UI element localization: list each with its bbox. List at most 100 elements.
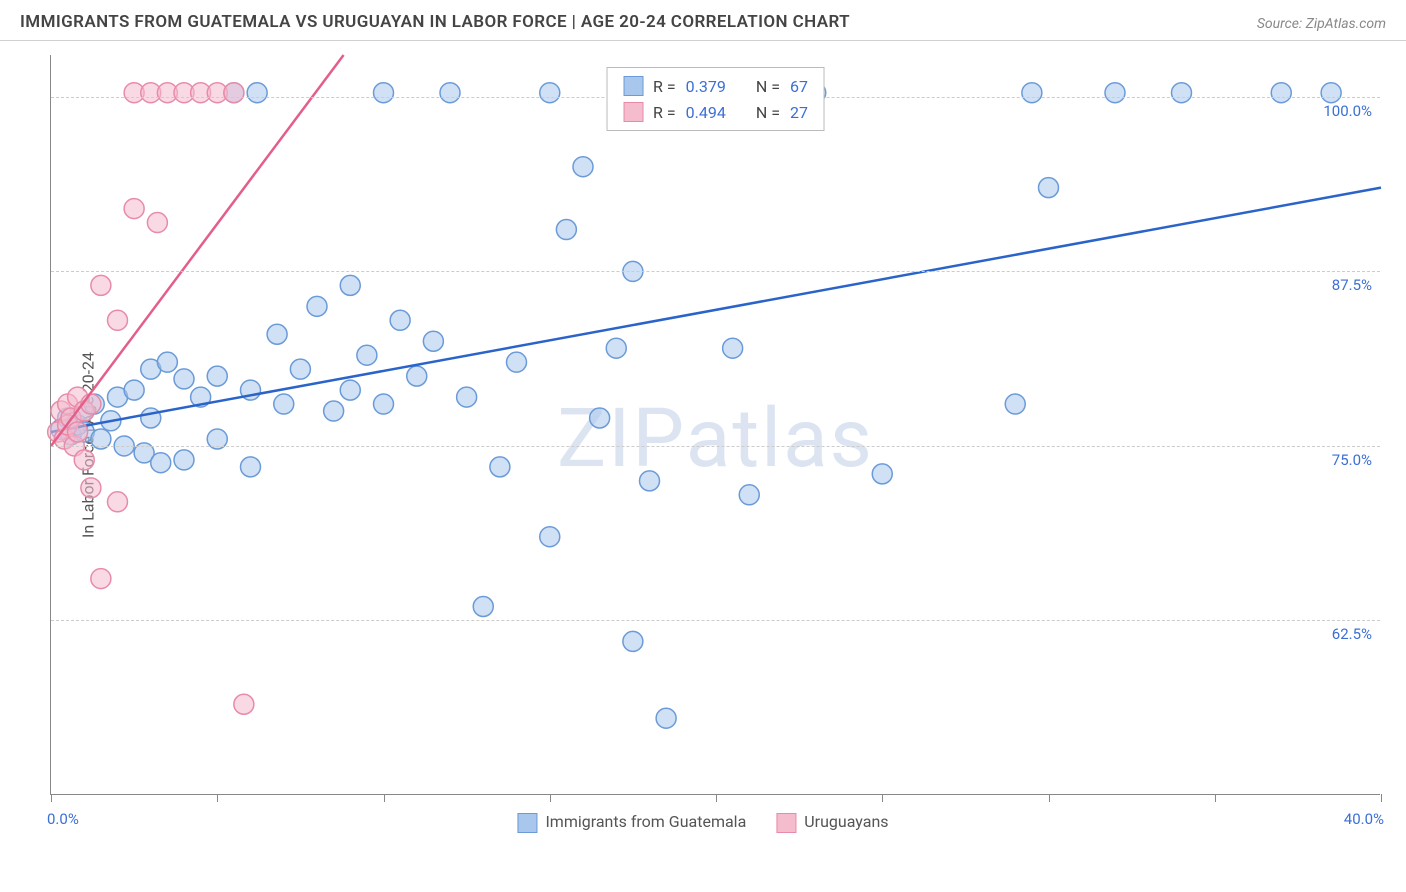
legend-stats-box: R =0.379N =67R =0.494N =27 (606, 67, 825, 131)
scatter-point (68, 422, 88, 442)
scatter-point (147, 213, 167, 233)
legend-stat-row: R =0.379N =67 (623, 73, 808, 99)
scatter-point (274, 394, 294, 414)
scatter-point (656, 708, 676, 728)
scatter-point (267, 324, 287, 344)
scatter-point (124, 199, 144, 219)
scatter-point (234, 694, 254, 714)
scatter-point (606, 338, 626, 358)
scatter-point (357, 345, 377, 365)
scatter-point (623, 631, 643, 651)
scatter-point (640, 471, 660, 491)
plot-area: ZIPatlas R =0.379N =67R =0.494N =27 0.0%… (50, 55, 1380, 795)
legend-series-bottom: Immigrants from Guatemala Uruguayans (517, 812, 888, 833)
scatter-point (247, 83, 267, 103)
scatter-point (324, 401, 344, 421)
scatter-point (440, 83, 460, 103)
scatter-point (1039, 178, 1059, 198)
scatter-point (1172, 83, 1192, 103)
x-tick (1049, 794, 1050, 802)
scatter-point (507, 352, 527, 372)
scatter-point (872, 464, 892, 484)
scatter-point (124, 380, 144, 400)
x-tick (716, 794, 717, 802)
y-tick-label: 75.0% (1332, 451, 1372, 469)
scatter-point (307, 296, 327, 316)
scatter-point (573, 157, 593, 177)
legend-stat-row: R = 0.494 N = 27 (623, 99, 808, 125)
y-tick-label: 100.0% (1323, 102, 1372, 120)
scatter-point (1321, 83, 1341, 103)
x-tick (550, 794, 551, 802)
x-tick (882, 794, 883, 802)
scatter-svg (51, 55, 1380, 794)
x-tick (1215, 794, 1216, 802)
legend-swatch (776, 813, 796, 833)
scatter-point (556, 220, 576, 240)
scatter-point (290, 359, 310, 379)
legend-swatch (623, 102, 643, 122)
legend-series-label: Immigrants from Guatemala (545, 812, 746, 831)
legend-r-label: R = (653, 103, 676, 122)
scatter-point (74, 450, 94, 470)
chart-title: IMMIGRANTS FROM GUATEMALA VS URUGUAYAN I… (20, 12, 850, 32)
scatter-point (174, 369, 194, 389)
legend-n-value: 67 (790, 77, 808, 96)
scatter-point (151, 453, 171, 473)
legend-series-item: Immigrants from Guatemala (517, 812, 746, 833)
x-axis-min-label: 0.0% (47, 810, 79, 828)
x-axis-max-label: 40.0% (1344, 810, 1384, 828)
source-prefix: Source: (1257, 16, 1306, 32)
scatter-point (1271, 83, 1291, 103)
scatter-point (340, 275, 360, 295)
legend-series-item: Uruguayans (776, 812, 888, 833)
scatter-point (1022, 83, 1042, 103)
scatter-point (157, 352, 177, 372)
scatter-point (207, 366, 227, 386)
scatter-point (590, 408, 610, 428)
scatter-point (490, 457, 510, 477)
chart-header: IMMIGRANTS FROM GUATEMALA VS URUGUAYAN I… (0, 0, 1406, 41)
scatter-point (374, 394, 394, 414)
scatter-point (1105, 83, 1125, 103)
y-tick-label: 87.5% (1332, 276, 1372, 294)
legend-swatch (623, 76, 643, 96)
scatter-point (91, 275, 111, 295)
scatter-point (224, 83, 244, 103)
scatter-point (81, 478, 101, 498)
legend-series-label: Uruguayans (804, 812, 888, 831)
scatter-point (739, 485, 759, 505)
legend-r-label: R = (653, 77, 676, 96)
scatter-point (390, 310, 410, 330)
legend-r-value: 0.494 (686, 103, 726, 122)
scatter-point (540, 83, 560, 103)
x-tick (217, 794, 218, 802)
scatter-point (340, 380, 360, 400)
scatter-point (174, 450, 194, 470)
x-tick (1381, 794, 1382, 802)
scatter-point (540, 527, 560, 547)
scatter-point (241, 457, 261, 477)
scatter-point (457, 387, 477, 407)
scatter-point (1005, 394, 1025, 414)
scatter-point (407, 366, 427, 386)
legend-n-label: N = (756, 103, 780, 122)
scatter-point (473, 597, 493, 617)
regression-line (51, 188, 1381, 432)
legend-swatch (517, 813, 537, 833)
legend-n-value: 27 (790, 103, 808, 122)
gridline-h (51, 446, 1380, 447)
scatter-point (374, 83, 394, 103)
x-tick (384, 794, 385, 802)
scatter-point (723, 338, 743, 358)
scatter-point (141, 408, 161, 428)
chart-source: Source: ZipAtlas.com (1257, 16, 1386, 32)
x-tick (51, 794, 52, 802)
chart-container: In Labor Force | Age 20-24 ZIPatlas R =0… (0, 45, 1406, 845)
scatter-point (91, 569, 111, 589)
legend-n-label: N = (756, 77, 780, 96)
scatter-point (423, 331, 443, 351)
scatter-point (108, 310, 128, 330)
y-tick-label: 62.5% (1332, 625, 1372, 643)
gridline-h (51, 271, 1380, 272)
